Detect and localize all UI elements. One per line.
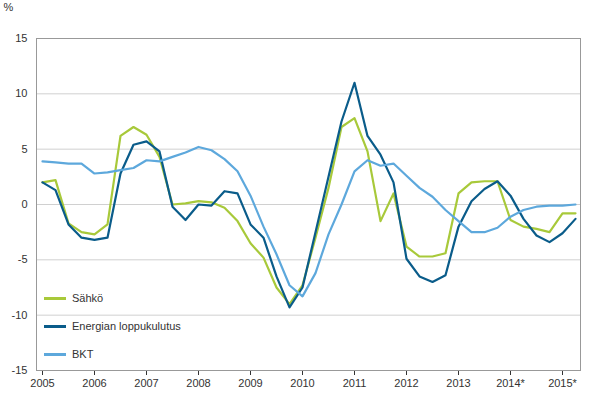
html-text:Energian loppukulutus: Energian loppukulutus <box>72 320 181 332</box>
svg-text:-10: -10 <box>12 309 28 321</box>
svg-text:15: 15 <box>15 32 27 44</box>
svg-text:2005: 2005 <box>30 377 54 389</box>
svg-text:2014*: 2014* <box>496 377 525 389</box>
svg-text:10: 10 <box>15 87 27 99</box>
svg-text:2008: 2008 <box>186 377 210 389</box>
html-text:BKT: BKT <box>72 348 94 360</box>
svg-text:2013: 2013 <box>446 377 470 389</box>
svg-text:2006: 2006 <box>82 377 106 389</box>
svg-text:2007: 2007 <box>134 377 158 389</box>
svg-text:2010: 2010 <box>290 377 314 389</box>
html-text:Sähkö: Sähkö <box>72 292 104 304</box>
svg-text:-5: -5 <box>18 253 28 265</box>
svg-text:2011: 2011 <box>343 377 367 389</box>
svg-text:-15: -15 <box>12 364 28 376</box>
svg-text:2009: 2009 <box>238 377 262 389</box>
svg-text:%: % <box>4 1 14 13</box>
svg-text:0: 0 <box>21 198 27 210</box>
svg-text:5: 5 <box>21 143 27 155</box>
svg-text:2015*: 2015* <box>548 377 577 389</box>
svg-text:2012: 2012 <box>394 377 418 389</box>
